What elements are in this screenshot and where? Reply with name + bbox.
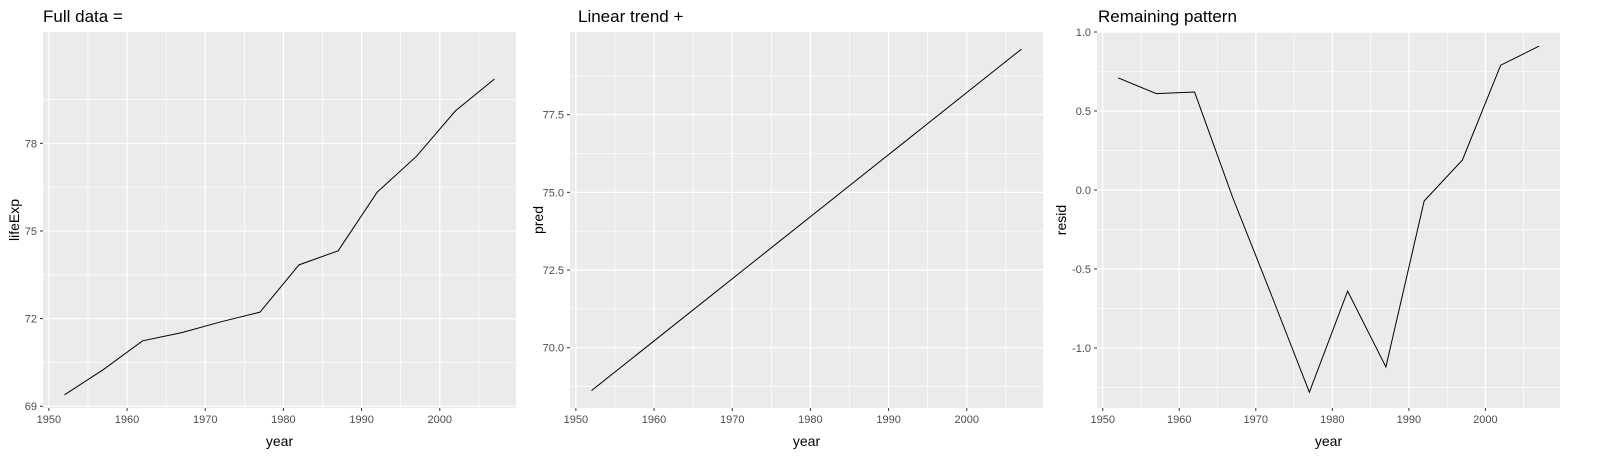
y-tick-label: -0.5 [1072,264,1091,276]
x-tick-label: 1980 [798,414,822,426]
y-tick-label: 1.0 [1076,27,1091,39]
x-tick-label: 1970 [1244,414,1268,426]
y-tick-label: 72.5 [543,265,564,277]
x-tick-label: 1970 [720,414,744,426]
y-axis-title: resid [1053,205,1069,235]
x-tick-label: 1960 [1167,414,1191,426]
y-tick-label: 72 [25,314,37,326]
series-line [64,78,495,396]
x-tick-label: 2000 [428,414,452,426]
x-tick-label: 1950 [1090,414,1114,426]
x-tick-label: 1960 [115,414,139,426]
x-tick-label: 2000 [1473,414,1497,426]
panel-background [43,32,516,408]
x-tick-label: 1950 [37,414,61,426]
chart-panel-2: 70.0 72.5 75.0 77.5 1950 1960 1970 1980 1990 2000… [530,7,1043,449]
x-axis-title: year [793,433,821,449]
y-axis-title: pred [530,206,546,234]
y-tick-label: 0.5 [1076,106,1091,118]
y-tick-label: -1.0 [1072,343,1091,355]
chart-panel-1: 69 72 75 78 1950 1960 1970 1980 1990 2000 Full dat… [6,7,516,449]
panel-background [1097,32,1560,408]
y-tick-label: 69 [25,401,37,413]
x-tick-label: 1980 [271,414,295,426]
panel-title: Remaining pattern [1098,7,1237,26]
x-tick-label: 1970 [193,414,217,426]
x-axis-title: year [266,433,294,449]
y-tick-label: 77.5 [543,110,564,122]
series-line [591,48,1022,391]
chart-panel-3: -1.0 -0.5 0.0 0.5 1.0 1950 1960 1970 1980 1990 200… [1053,7,1560,449]
x-tick-label: 1990 [1397,414,1421,426]
x-tick-label: 2000 [955,414,979,426]
x-tick-label: 1990 [349,414,373,426]
y-tick-label: 78 [25,138,37,150]
x-tick-label: 1960 [642,414,666,426]
x-tick-label: 1950 [564,414,588,426]
y-tick-label: 75.0 [543,187,564,199]
x-tick-label: 1990 [876,414,900,426]
y-axis-title: lifeExp [6,199,22,241]
y-tick-label: 0.0 [1076,185,1091,197]
panel-title: Full data = [43,7,123,26]
x-tick-label: 1980 [1320,414,1344,426]
series-line [1117,45,1540,394]
x-axis-title: year [1315,433,1343,449]
y-tick-label: 75 [25,226,37,238]
y-tick-label: 70.0 [543,343,564,355]
panel-title: Linear trend + [578,7,683,26]
